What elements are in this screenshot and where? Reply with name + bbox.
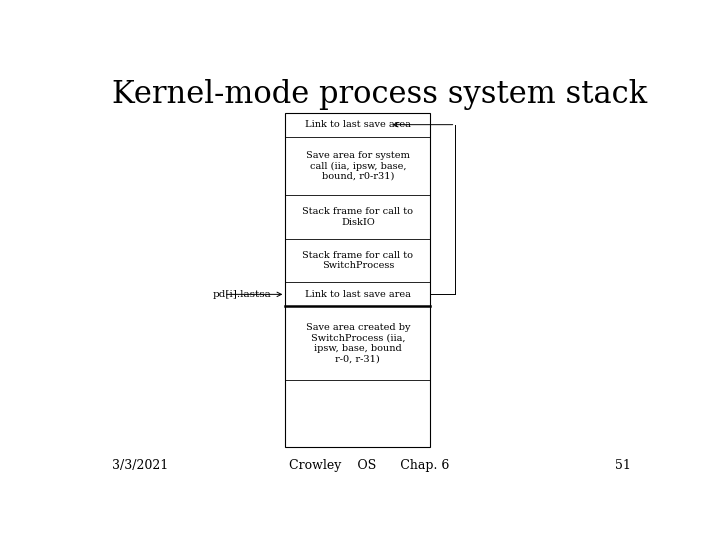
Text: Stack frame for call to
DiskIO: Stack frame for call to DiskIO: [302, 207, 413, 227]
Text: 51: 51: [616, 460, 631, 472]
Text: Save area for system
call (iia, ipsw, base,
bound, r0-r31): Save area for system call (iia, ipsw, ba…: [306, 151, 410, 181]
Text: Crowley    OS      Chap. 6: Crowley OS Chap. 6: [289, 460, 449, 472]
Text: Kernel-mode process system stack: Kernel-mode process system stack: [112, 79, 647, 110]
Text: Stack frame for call to
SwitchProcess: Stack frame for call to SwitchProcess: [302, 251, 413, 270]
Text: Save area created by
SwitchProcess (iia,
ipsw, base, bound
r-0, r-31): Save area created by SwitchProcess (iia,…: [305, 323, 410, 363]
Text: Link to last save area: Link to last save area: [305, 120, 411, 129]
Text: 3/3/2021: 3/3/2021: [112, 460, 168, 472]
Text: pd[i].lastsa: pd[i].lastsa: [212, 290, 271, 299]
Bar: [285, 113, 431, 447]
Text: Link to last save area: Link to last save area: [305, 290, 411, 299]
